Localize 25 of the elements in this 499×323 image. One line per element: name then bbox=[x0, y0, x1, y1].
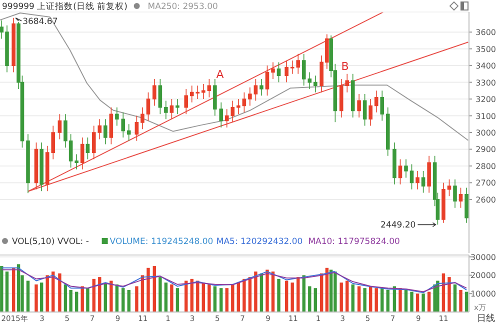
y-tick-label: 3500 bbox=[476, 44, 496, 54]
y-tick-label: 20000 bbox=[470, 271, 496, 280]
y-tick-label: 2800 bbox=[476, 162, 496, 171]
annotation: 2449.20 bbox=[380, 220, 416, 231]
text: 日线 bbox=[477, 313, 495, 323]
y-tick-label: 3200 bbox=[476, 95, 496, 104]
y-tick-label: 30000 bbox=[470, 252, 496, 262]
y-tick-label: 2700 bbox=[476, 178, 496, 188]
chart-title: 999999 上证指数(日线 前复权) bbox=[2, 1, 128, 12]
annotation: 3684.67 bbox=[22, 16, 58, 27]
y-tick-label: 10000 bbox=[470, 290, 496, 299]
y-tick-label: 3300 bbox=[476, 78, 496, 88]
y-tick-label: 2900 bbox=[476, 145, 496, 154]
text: MA250: 2953.00 bbox=[148, 2, 218, 12]
y-tick-label: 3000 bbox=[476, 128, 496, 138]
y-tick-label: 3100 bbox=[476, 112, 496, 121]
chart-title: VOL(5,10) VVOL: - bbox=[12, 237, 89, 247]
y-tick-label: 2600 bbox=[476, 195, 496, 204]
y-tick-label: 3400 bbox=[476, 62, 496, 71]
annotation: A bbox=[216, 68, 224, 81]
legend-label: VOLUME: 119245248.00 bbox=[110, 237, 214, 247]
text: MA10: 117975824.00 bbox=[308, 237, 400, 247]
y-tick-label: 3600 bbox=[476, 28, 496, 38]
annotation: B bbox=[341, 60, 349, 73]
text: MA5: 120292432.00 bbox=[216, 237, 303, 247]
